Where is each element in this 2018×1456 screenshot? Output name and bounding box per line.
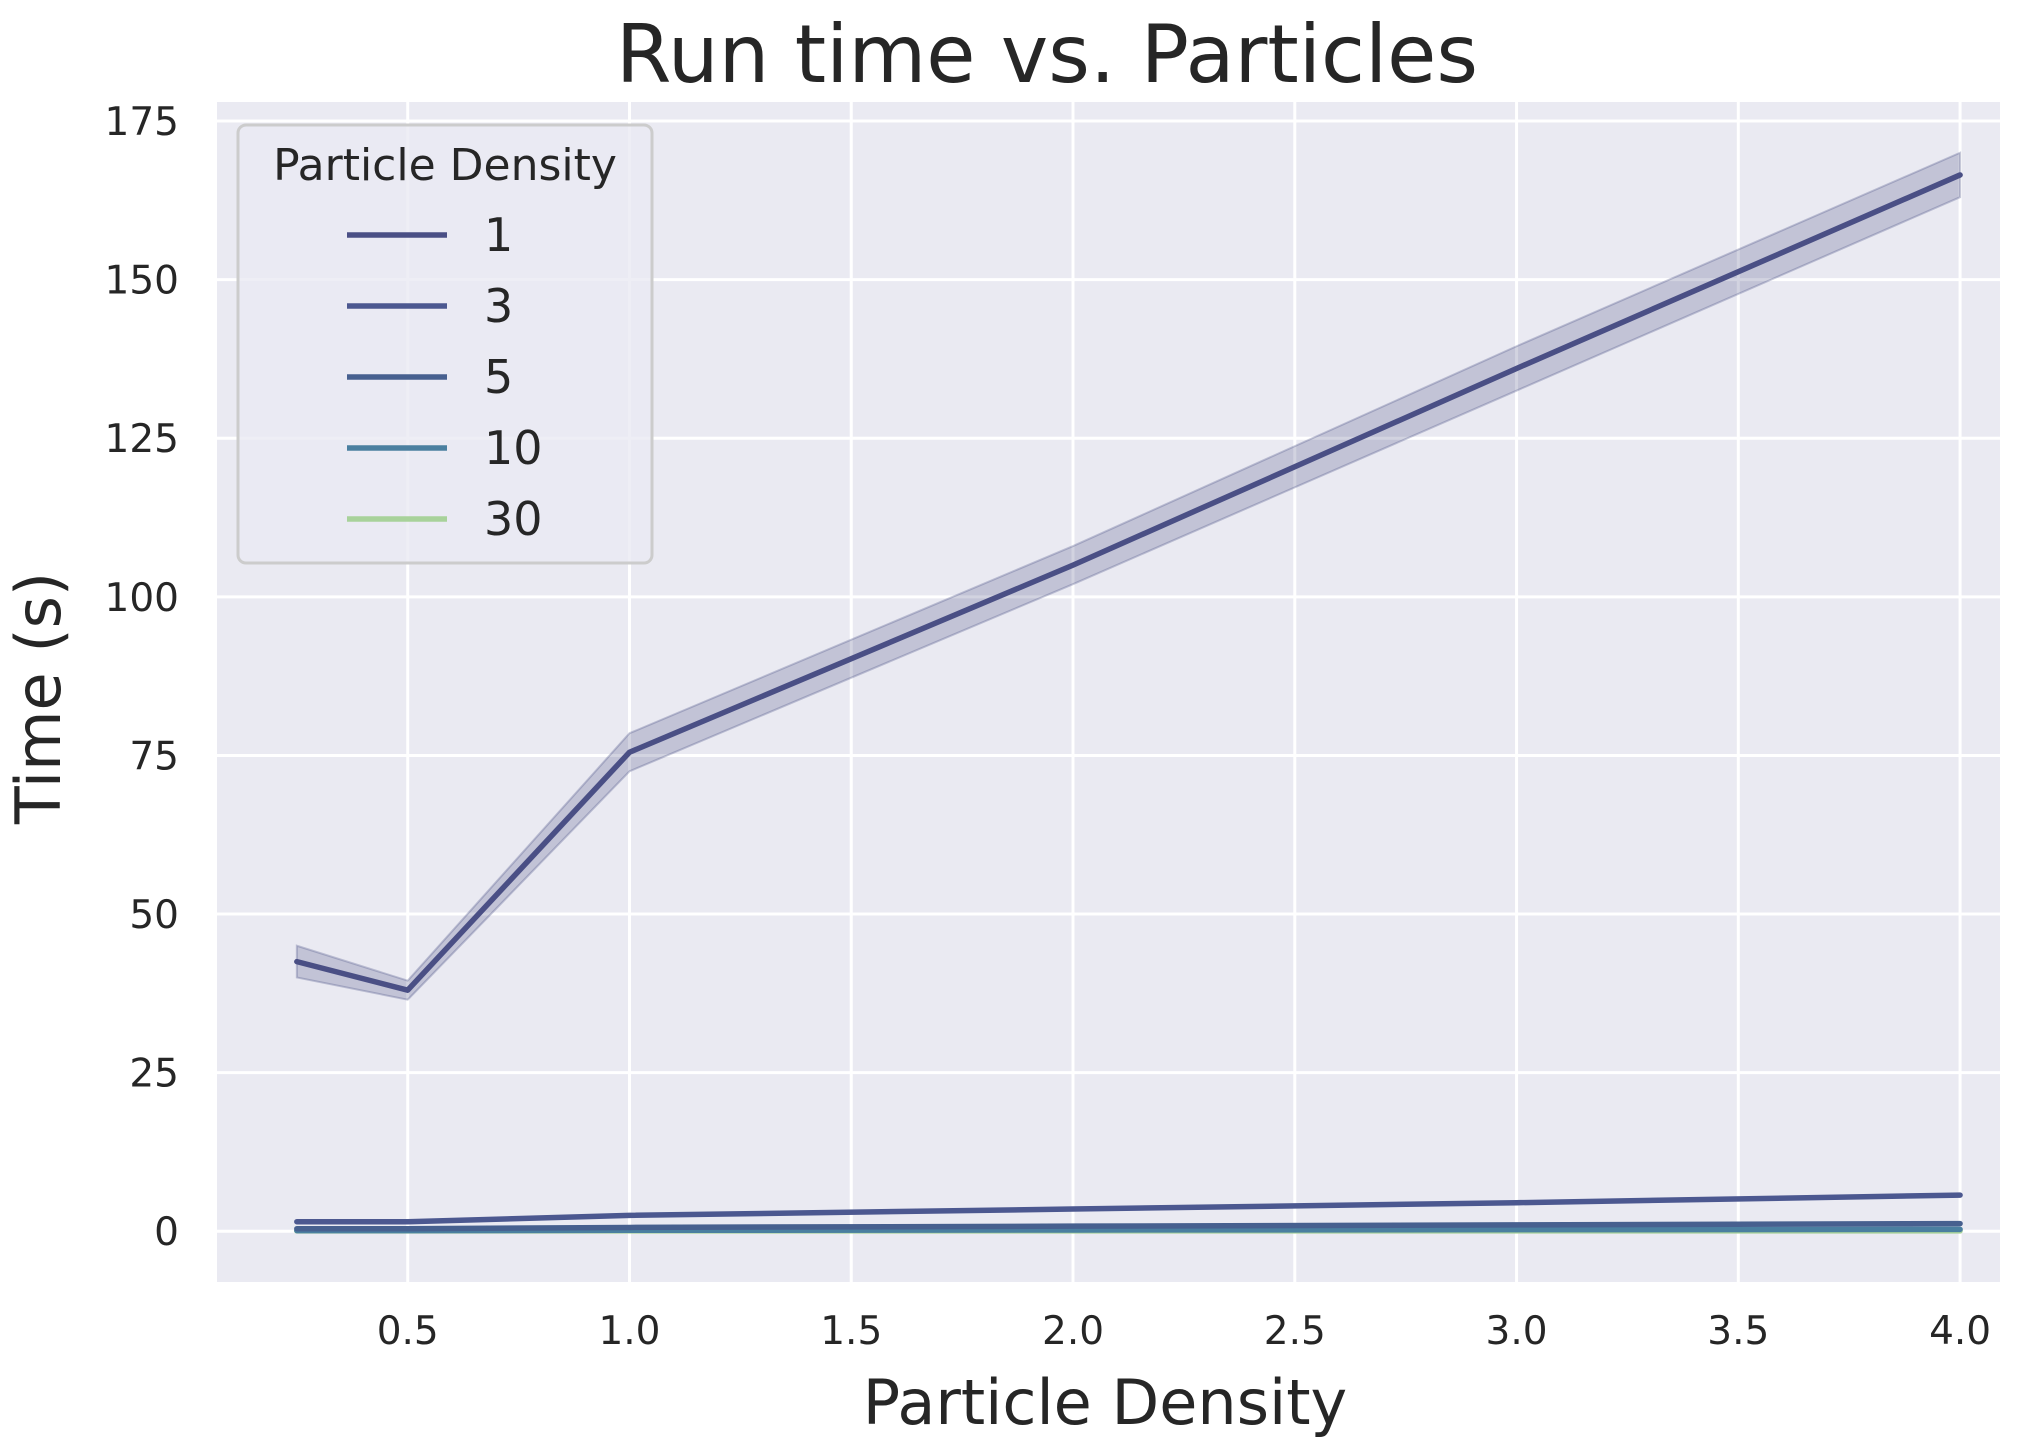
legend-label: 3 [484, 279, 513, 333]
x-tick-label: 3.5 [1707, 1309, 1769, 1354]
x-axis-label: Particle Density [863, 1366, 1348, 1439]
y-tick-label: 25 [129, 1052, 179, 1097]
confidence-bands [295, 151, 1962, 1001]
legend-label: 10 [484, 421, 543, 475]
y-tick-label: 150 [105, 259, 179, 304]
legend-title: Particle Density [273, 140, 617, 191]
y-tick-label: 75 [129, 734, 179, 779]
legend-label: 5 [484, 350, 513, 404]
legend-label: 30 [484, 492, 543, 546]
x-tick-label: 1.5 [820, 1309, 882, 1354]
x-tick-label: 3.0 [1486, 1309, 1548, 1354]
y-axis-label: Time (s) [2, 572, 75, 825]
y-tick-label: 175 [105, 100, 179, 145]
series-lines [294, 172, 1963, 1234]
legend-item-1: 1 [347, 208, 513, 262]
y-tick-label: 0 [154, 1210, 179, 1255]
y-tick-label: 125 [105, 417, 179, 462]
x-tick-label: 4.0 [1929, 1309, 1991, 1354]
x-tick-label: 2.5 [1264, 1309, 1326, 1354]
legend-item-3: 3 [347, 279, 513, 333]
y-tick-label: 100 [105, 576, 179, 621]
legend-item-30: 30 [347, 492, 543, 546]
x-tick-labels: 0.5 1.0 1.5 2.0 2.5 3.0 3.5 4.0 [377, 1309, 1991, 1354]
confidence-band-1 [295, 151, 1962, 1001]
y-tick-label: 50 [129, 893, 179, 938]
legend-box [236, 123, 654, 565]
series-line-5 [294, 1220, 1963, 1232]
series-line-1 [294, 172, 1963, 993]
series-line-3 [294, 1192, 1963, 1225]
y-tick-labels: 0 25 50 75 100 125 150 175 [105, 100, 179, 1255]
x-tick-label: 0.5 [377, 1309, 439, 1354]
legend-item-10: 10 [347, 421, 543, 475]
chart-title: Run time vs. Particles [616, 8, 1478, 101]
x-tick-label: 2.0 [1042, 1309, 1104, 1354]
legend: Particle Density 1 3 5 10 30 [236, 123, 654, 565]
legend-items: 1 3 5 10 30 [347, 208, 543, 546]
legend-label: 1 [484, 208, 513, 262]
legend-item-5: 5 [347, 350, 513, 404]
x-tick-label: 1.0 [598, 1309, 660, 1354]
